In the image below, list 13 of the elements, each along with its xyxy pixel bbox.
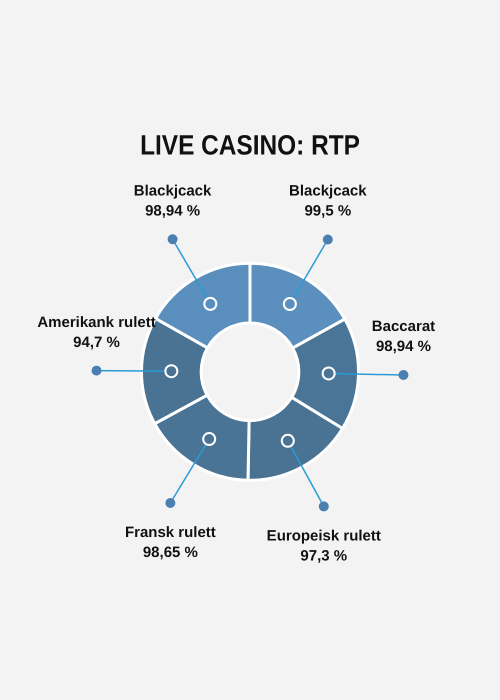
data-label: 97,3 % <box>300 548 348 565</box>
data-label: 98,65 % <box>142 544 198 562</box>
data-label: 99,5 % <box>304 202 352 220</box>
slice-label: Europeisk rulett <box>266 528 381 545</box>
slice-label: Fransk rulett <box>124 524 216 542</box>
slice-label: Blackjcack <box>134 182 212 200</box>
data-label: 94,7 % <box>73 334 120 351</box>
slice-label: Amerikank rulett <box>37 314 156 331</box>
slice-label: Blackjcack <box>289 182 368 200</box>
data-label: 98,94 % <box>376 338 431 356</box>
chart-title: LIVE CASINO: RTP <box>140 128 360 161</box>
data-label: 98,94 % <box>145 202 200 220</box>
slice-label: Baccarat <box>372 318 436 336</box>
